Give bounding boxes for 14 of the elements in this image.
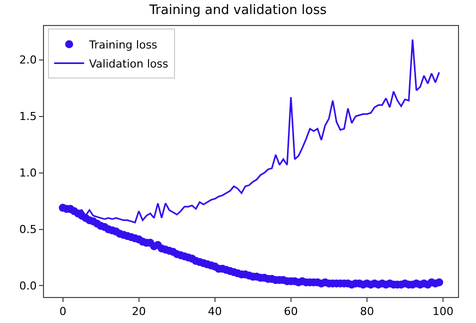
- x-tick-label: 100: [432, 305, 454, 318]
- legend-label: Validation loss: [89, 58, 168, 70]
- y-tick-label: 2.0: [19, 54, 37, 67]
- y-tick-label: 0.0: [19, 280, 37, 293]
- x-tick-label: 0: [59, 305, 66, 318]
- y-tick-label: 1.5: [19, 110, 37, 124]
- x-tick-label: 80: [360, 305, 374, 318]
- legend-label: Training loss: [88, 38, 158, 52]
- x-tick-label: 20: [132, 305, 146, 318]
- x-tick-label: 40: [208, 305, 222, 318]
- chart-title: Training and validation loss: [148, 2, 327, 18]
- y-tick-label: 1.0: [19, 166, 37, 180]
- y-tick-label: 0.5: [19, 223, 37, 236]
- x-tick-label: 60: [284, 305, 298, 318]
